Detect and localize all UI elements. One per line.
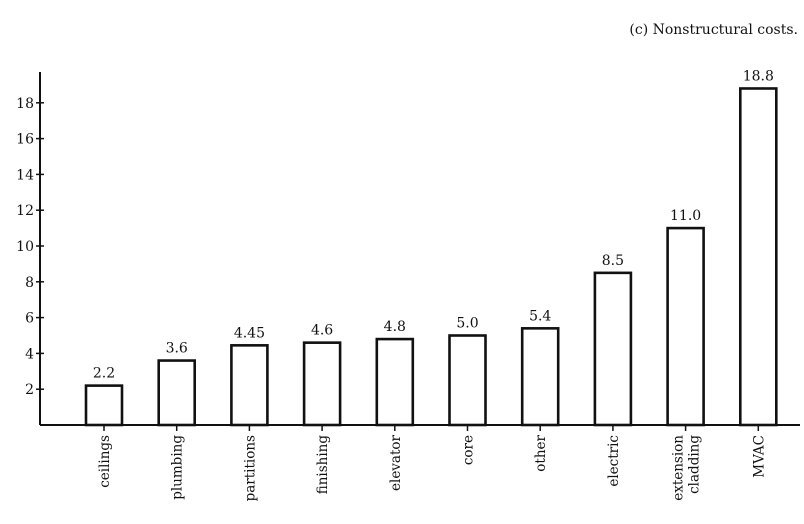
category-label: finishing [315,435,331,495]
bar [448,334,487,427]
category-label: cladding [687,435,703,494]
value-label: 4.8 [384,319,406,335]
category-label: ceilings [97,435,113,488]
value-label: 3.6 [166,341,188,357]
value-label: 4.45 [234,325,265,341]
bar [593,271,633,427]
y-tick-label: 2 [25,382,34,398]
value-label: 8.5 [602,253,624,269]
category-label: MVAC [751,435,767,478]
value-label: 2.2 [93,366,115,382]
value-label: 4.6 [311,323,333,339]
category-label: electric [606,435,622,487]
category-label: elevator [388,434,404,491]
value-label: 5.0 [456,316,478,332]
category-label: partitions [242,435,258,501]
labels: 2.2 ceilings 3.6 plumbing 4.45 partitions 4.6 f… [93,68,774,501]
value-label: 18.8 [743,68,774,84]
chart-title: (c) Nonstructural costs. [629,22,798,38]
y-tick-label: 6 [25,311,34,327]
bar [157,359,196,427]
y-tick-label: 10 [16,239,34,255]
value-label: 11.0 [670,208,701,224]
y-tick-label: 8 [25,275,34,291]
y-tick-label: 12 [16,203,34,219]
category-label: extension [671,435,687,501]
y-tick-label: 4 [25,346,34,362]
y-tick-label: 16 [16,132,34,148]
y-tick-label: 18 [16,96,34,112]
category-label: core [461,435,477,465]
bar [375,337,415,427]
bars [84,87,778,427]
axes: 2 4 6 8 10 12 14 16 18 [16,72,800,431]
bar [520,327,560,427]
bar [230,344,269,427]
category-label: plumbing [170,435,186,500]
category-label: other [533,434,549,471]
bar [666,226,705,427]
bar [738,87,778,427]
bar [84,384,124,427]
value-label: 5.4 [529,308,551,324]
bar [302,341,342,427]
y-tick-label: 14 [16,167,34,183]
